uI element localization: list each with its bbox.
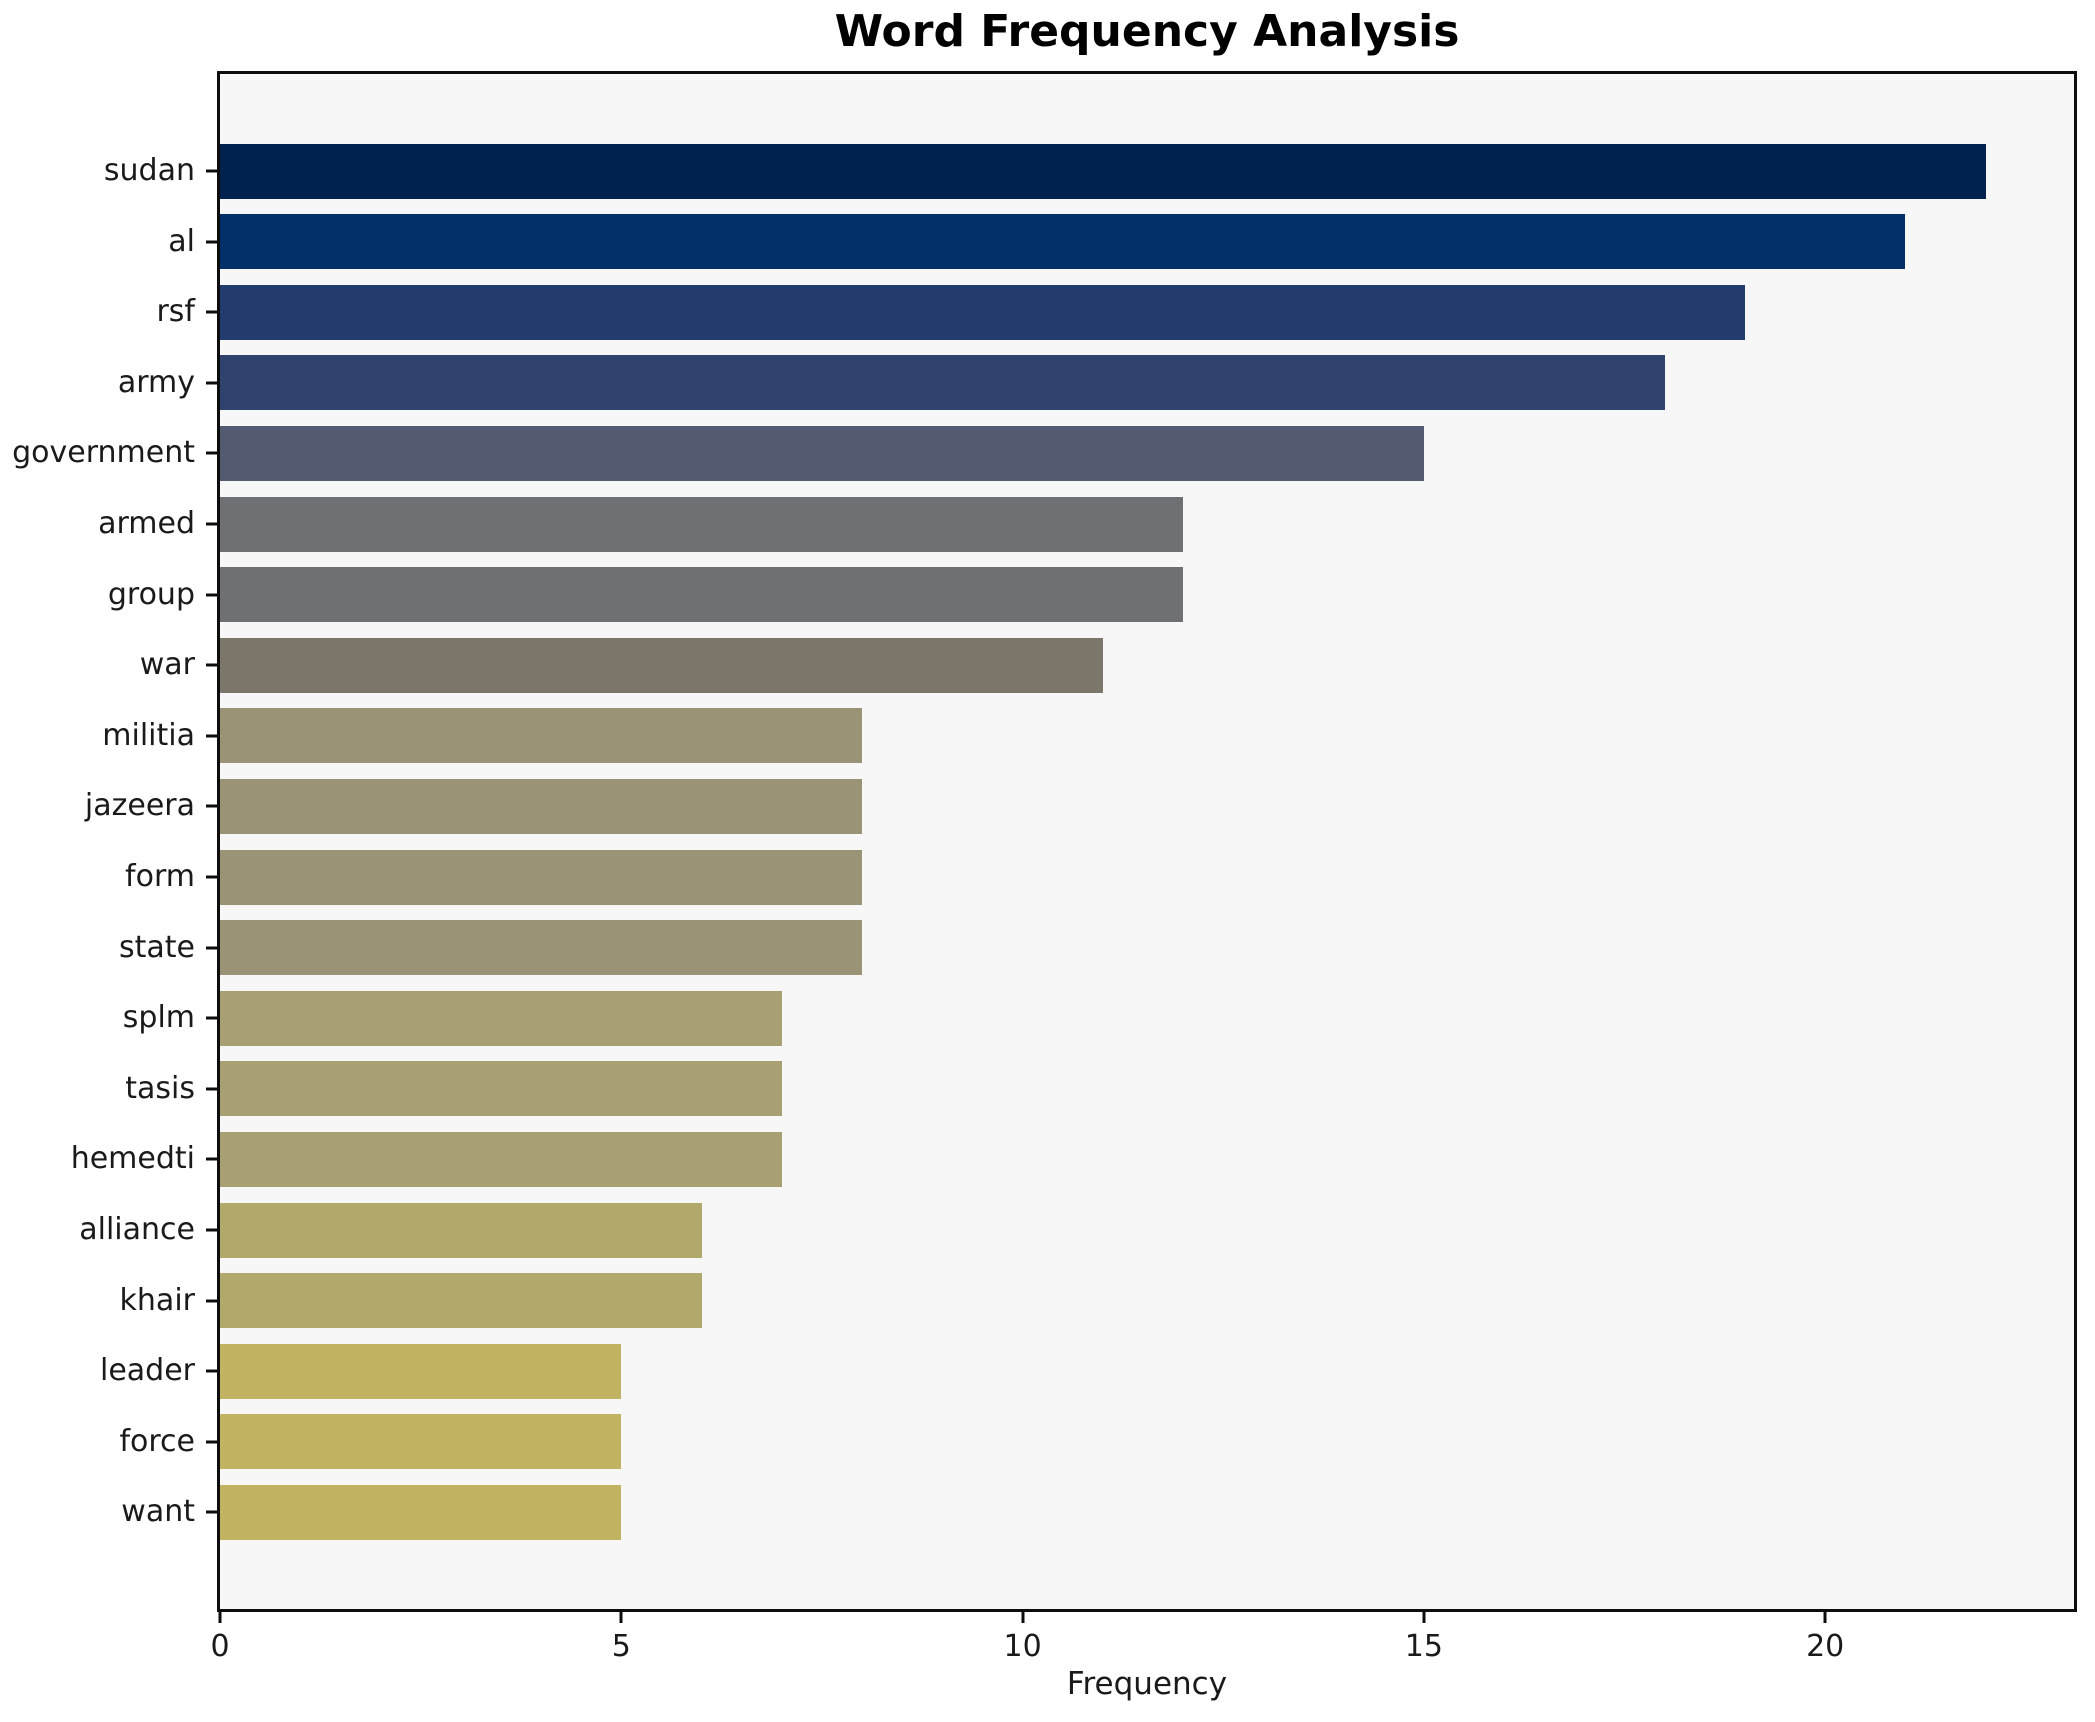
y-tick-label-government: government bbox=[12, 435, 195, 471]
bar-jazeera bbox=[220, 778, 863, 834]
y-tick-mark bbox=[206, 1299, 217, 1303]
y-tick-label-army: army bbox=[117, 364, 195, 400]
bar-splm bbox=[220, 990, 782, 1046]
y-tick-mark bbox=[206, 1440, 217, 1444]
y-tick-mark bbox=[206, 946, 217, 950]
y-tick-mark bbox=[206, 1087, 217, 1091]
y-tick-label-militia: militia bbox=[102, 717, 195, 753]
y-tick-label-khair: khair bbox=[119, 1282, 195, 1318]
y-tick-mark bbox=[206, 381, 217, 385]
bar-leader bbox=[220, 1343, 622, 1399]
bar-government bbox=[220, 425, 1424, 481]
x-tick-label-15: 15 bbox=[1404, 1629, 1443, 1664]
y-tick-label-state: state bbox=[119, 929, 195, 965]
y-tick-mark bbox=[206, 804, 217, 808]
x-tick-label-0: 0 bbox=[210, 1629, 230, 1664]
bar-state bbox=[220, 920, 863, 976]
y-tick-mark bbox=[206, 734, 217, 738]
y-tick-mark bbox=[206, 1510, 217, 1514]
y-tick-mark bbox=[206, 1016, 217, 1020]
y-tick-label-sudan: sudan bbox=[103, 152, 195, 188]
y-tick-label-group: group bbox=[107, 576, 195, 612]
bar-tasis bbox=[220, 1061, 782, 1117]
y-tick-mark bbox=[206, 451, 217, 455]
y-tick-mark bbox=[206, 875, 217, 879]
plot-area bbox=[217, 71, 2077, 1612]
y-tick-mark bbox=[206, 169, 217, 173]
x-tick-mark bbox=[1021, 1612, 1025, 1623]
y-tick-label-al: al bbox=[168, 223, 195, 259]
x-tick-mark bbox=[1823, 1612, 1827, 1623]
bar-form bbox=[220, 849, 863, 905]
y-tick-label-leader: leader bbox=[99, 1352, 195, 1388]
y-tick-label-armed: armed bbox=[98, 505, 195, 541]
y-tick-label-rsf: rsf bbox=[156, 293, 195, 329]
bar-alliance bbox=[220, 1202, 702, 1258]
y-tick-label-jazeera: jazeera bbox=[84, 788, 195, 824]
bar-army bbox=[220, 355, 1665, 411]
y-tick-mark bbox=[206, 1157, 217, 1161]
y-tick-label-want: want bbox=[121, 1494, 195, 1530]
y-tick-label-hemedti: hemedti bbox=[70, 1141, 195, 1177]
bar-want bbox=[220, 1484, 622, 1540]
bar-rsf bbox=[220, 284, 1745, 340]
bar-force bbox=[220, 1414, 622, 1470]
y-tick-mark bbox=[206, 593, 217, 597]
bar-hemedti bbox=[220, 1131, 782, 1187]
y-tick-label-alliance: alliance bbox=[79, 1211, 195, 1247]
y-tick-mark bbox=[206, 663, 217, 667]
bar-war bbox=[220, 637, 1103, 693]
x-tick-mark bbox=[619, 1612, 623, 1623]
y-tick-label-splm: splm bbox=[122, 999, 195, 1035]
x-tick-label-20: 20 bbox=[1806, 1629, 1845, 1664]
bar-khair bbox=[220, 1273, 702, 1329]
y-tick-mark bbox=[206, 240, 217, 244]
bar-armed bbox=[220, 496, 1184, 552]
bar-al bbox=[220, 214, 1906, 270]
y-tick-label-form: form bbox=[125, 858, 195, 894]
y-tick-label-war: war bbox=[139, 646, 195, 682]
x-tick-mark bbox=[218, 1612, 222, 1623]
y-tick-mark bbox=[206, 1228, 217, 1232]
x-tick-label-10: 10 bbox=[1003, 1629, 1042, 1664]
x-axis-label: Frequency bbox=[1066, 1666, 1228, 1702]
x-tick-mark bbox=[1422, 1612, 1426, 1623]
y-tick-mark bbox=[206, 522, 217, 526]
bar-sudan bbox=[220, 143, 1986, 199]
bar-group bbox=[220, 567, 1184, 623]
y-tick-label-force: force bbox=[119, 1423, 195, 1459]
chart-title: Word Frequency Analysis bbox=[834, 6, 1460, 57]
y-tick-mark bbox=[206, 1369, 217, 1373]
bar-militia bbox=[220, 708, 863, 764]
x-tick-label-5: 5 bbox=[611, 1629, 631, 1664]
y-tick-label-tasis: tasis bbox=[125, 1070, 195, 1106]
y-tick-mark bbox=[206, 310, 217, 314]
